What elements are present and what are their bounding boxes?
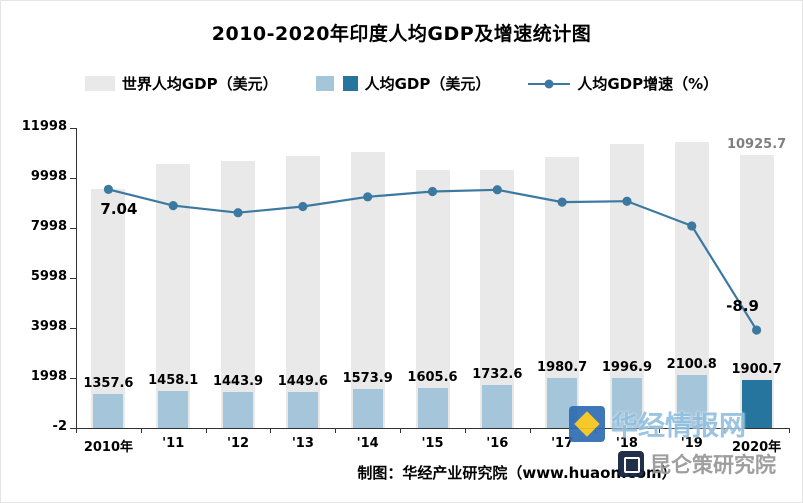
- x-tick-label: '16: [486, 436, 509, 451]
- x-tick-label: '13: [291, 436, 314, 451]
- x-tick-label: '14: [356, 436, 379, 451]
- x-tick-label: '19: [680, 436, 703, 451]
- growth-first-label: 7.04: [100, 200, 138, 219]
- line-dot-icon: [544, 79, 554, 88]
- legend-label-india: 人均GDP（美元）: [364, 75, 491, 93]
- growth-last-label: -8.9: [726, 297, 759, 316]
- kunlun-watermark: 昆仑策研究院: [618, 449, 776, 479]
- x-tick-label: '17: [551, 436, 574, 451]
- page-title: 2010-2020年印度人均GDP及增速统计图: [211, 23, 592, 45]
- kunlun-logo-icon: [618, 451, 644, 477]
- x-tick-mark: [140, 429, 142, 433]
- india-value-label: 1605.6: [407, 369, 458, 385]
- y-tick-label: -2: [52, 419, 67, 434]
- world-bar: [91, 189, 126, 428]
- x-tick-mark: [659, 429, 661, 433]
- y-tick-mark: [70, 128, 76, 129]
- india-bar-swatch-icon: [315, 76, 334, 91]
- x-tick-mark: [529, 429, 531, 433]
- legend-label-growth: 人均GDP增速（%）: [577, 75, 719, 93]
- y-tick-mark: [70, 378, 76, 379]
- x-tick-label: '12: [226, 436, 250, 451]
- india-value-label: 1449.6: [277, 373, 328, 389]
- x-tick-label: '18: [615, 436, 638, 451]
- india-bar: [676, 375, 707, 428]
- x-tick-mark: [464, 429, 466, 433]
- legend: 世界人均GDP（美元） 人均GDP（美元） 人均GDP增速（%）: [1, 73, 802, 94]
- legend-item-growth: 人均GDP增速（%）: [528, 73, 718, 94]
- x-tick-mark: [789, 429, 790, 433]
- y-tick-mark: [70, 178, 76, 179]
- india-bar-dark-swatch-icon: [342, 76, 358, 91]
- india-value-label: 2100.8: [666, 357, 717, 373]
- y-axis-line: [76, 128, 77, 428]
- line-marker-icon: [528, 79, 571, 88]
- india-bar: [741, 380, 772, 428]
- india-bar: [158, 391, 189, 428]
- y-tick-label: 9998: [30, 169, 67, 184]
- x-tick-mark: [724, 429, 726, 433]
- huajing-watermark: 华经情报网: [569, 404, 746, 443]
- huajing-logo-icon: [569, 405, 605, 442]
- y-tick-mark: [70, 428, 76, 429]
- world-bar-swatch-icon: [84, 76, 115, 91]
- x-tick-mark: [270, 429, 272, 433]
- x-tick-label: '15: [421, 436, 444, 451]
- y-tick-label: 3998: [30, 319, 67, 334]
- india-value-label: 1443.9: [212, 373, 264, 389]
- india-value-label: 1357.6: [83, 376, 134, 391]
- legend-item-india: 人均GDP（美元）: [315, 73, 491, 94]
- y-tick-mark: [70, 228, 76, 229]
- india-value-label: 1573.9: [342, 370, 393, 386]
- kunlun-watermark-text: 昆仑策研究院: [650, 453, 776, 477]
- india-bar: [417, 387, 448, 428]
- india-bar: [611, 378, 642, 428]
- x-tick-label: 2010年: [83, 440, 133, 455]
- x-tick-label: 2020年: [731, 440, 782, 455]
- source-credit: 制图：华经产业研究院（www.huaon.com）: [357, 464, 677, 482]
- y-tick-mark: [70, 278, 76, 279]
- india-value-label: 1900.7: [731, 362, 782, 378]
- india-bar: [352, 388, 383, 428]
- x-tick-mark: [205, 429, 207, 433]
- y-tick-label: 11998: [21, 119, 67, 134]
- india-bar: [93, 394, 124, 428]
- x-tick-mark: [76, 429, 77, 433]
- x-tick-mark: [335, 429, 337, 433]
- x-tick-label: '11: [162, 436, 185, 451]
- y-tick-label: 1998: [30, 369, 67, 384]
- india-value-label: 1980.7: [537, 360, 588, 376]
- legend-item-world: 世界人均GDP（美元）: [84, 73, 278, 94]
- x-tick-mark: [400, 429, 402, 433]
- y-tick-mark: [70, 328, 76, 329]
- world-2020-label: 10925.7: [726, 136, 787, 152]
- india-value-label: 1996.9: [601, 360, 653, 376]
- x-axis-line: [76, 428, 790, 429]
- y-tick-label: 5998: [30, 269, 67, 284]
- y-tick-label: 7998: [30, 219, 67, 234]
- india-value-label: 1732.6: [472, 366, 523, 382]
- india-bar: [223, 391, 254, 428]
- india-bar: [482, 384, 513, 428]
- india-bar: [287, 391, 318, 428]
- world-bar: [350, 152, 385, 428]
- legend-label-world: 世界人均GDP（美元）: [121, 75, 278, 93]
- huajing-watermark-text: 华经情报网: [611, 411, 746, 442]
- india-value-label: 1458.1: [148, 373, 199, 389]
